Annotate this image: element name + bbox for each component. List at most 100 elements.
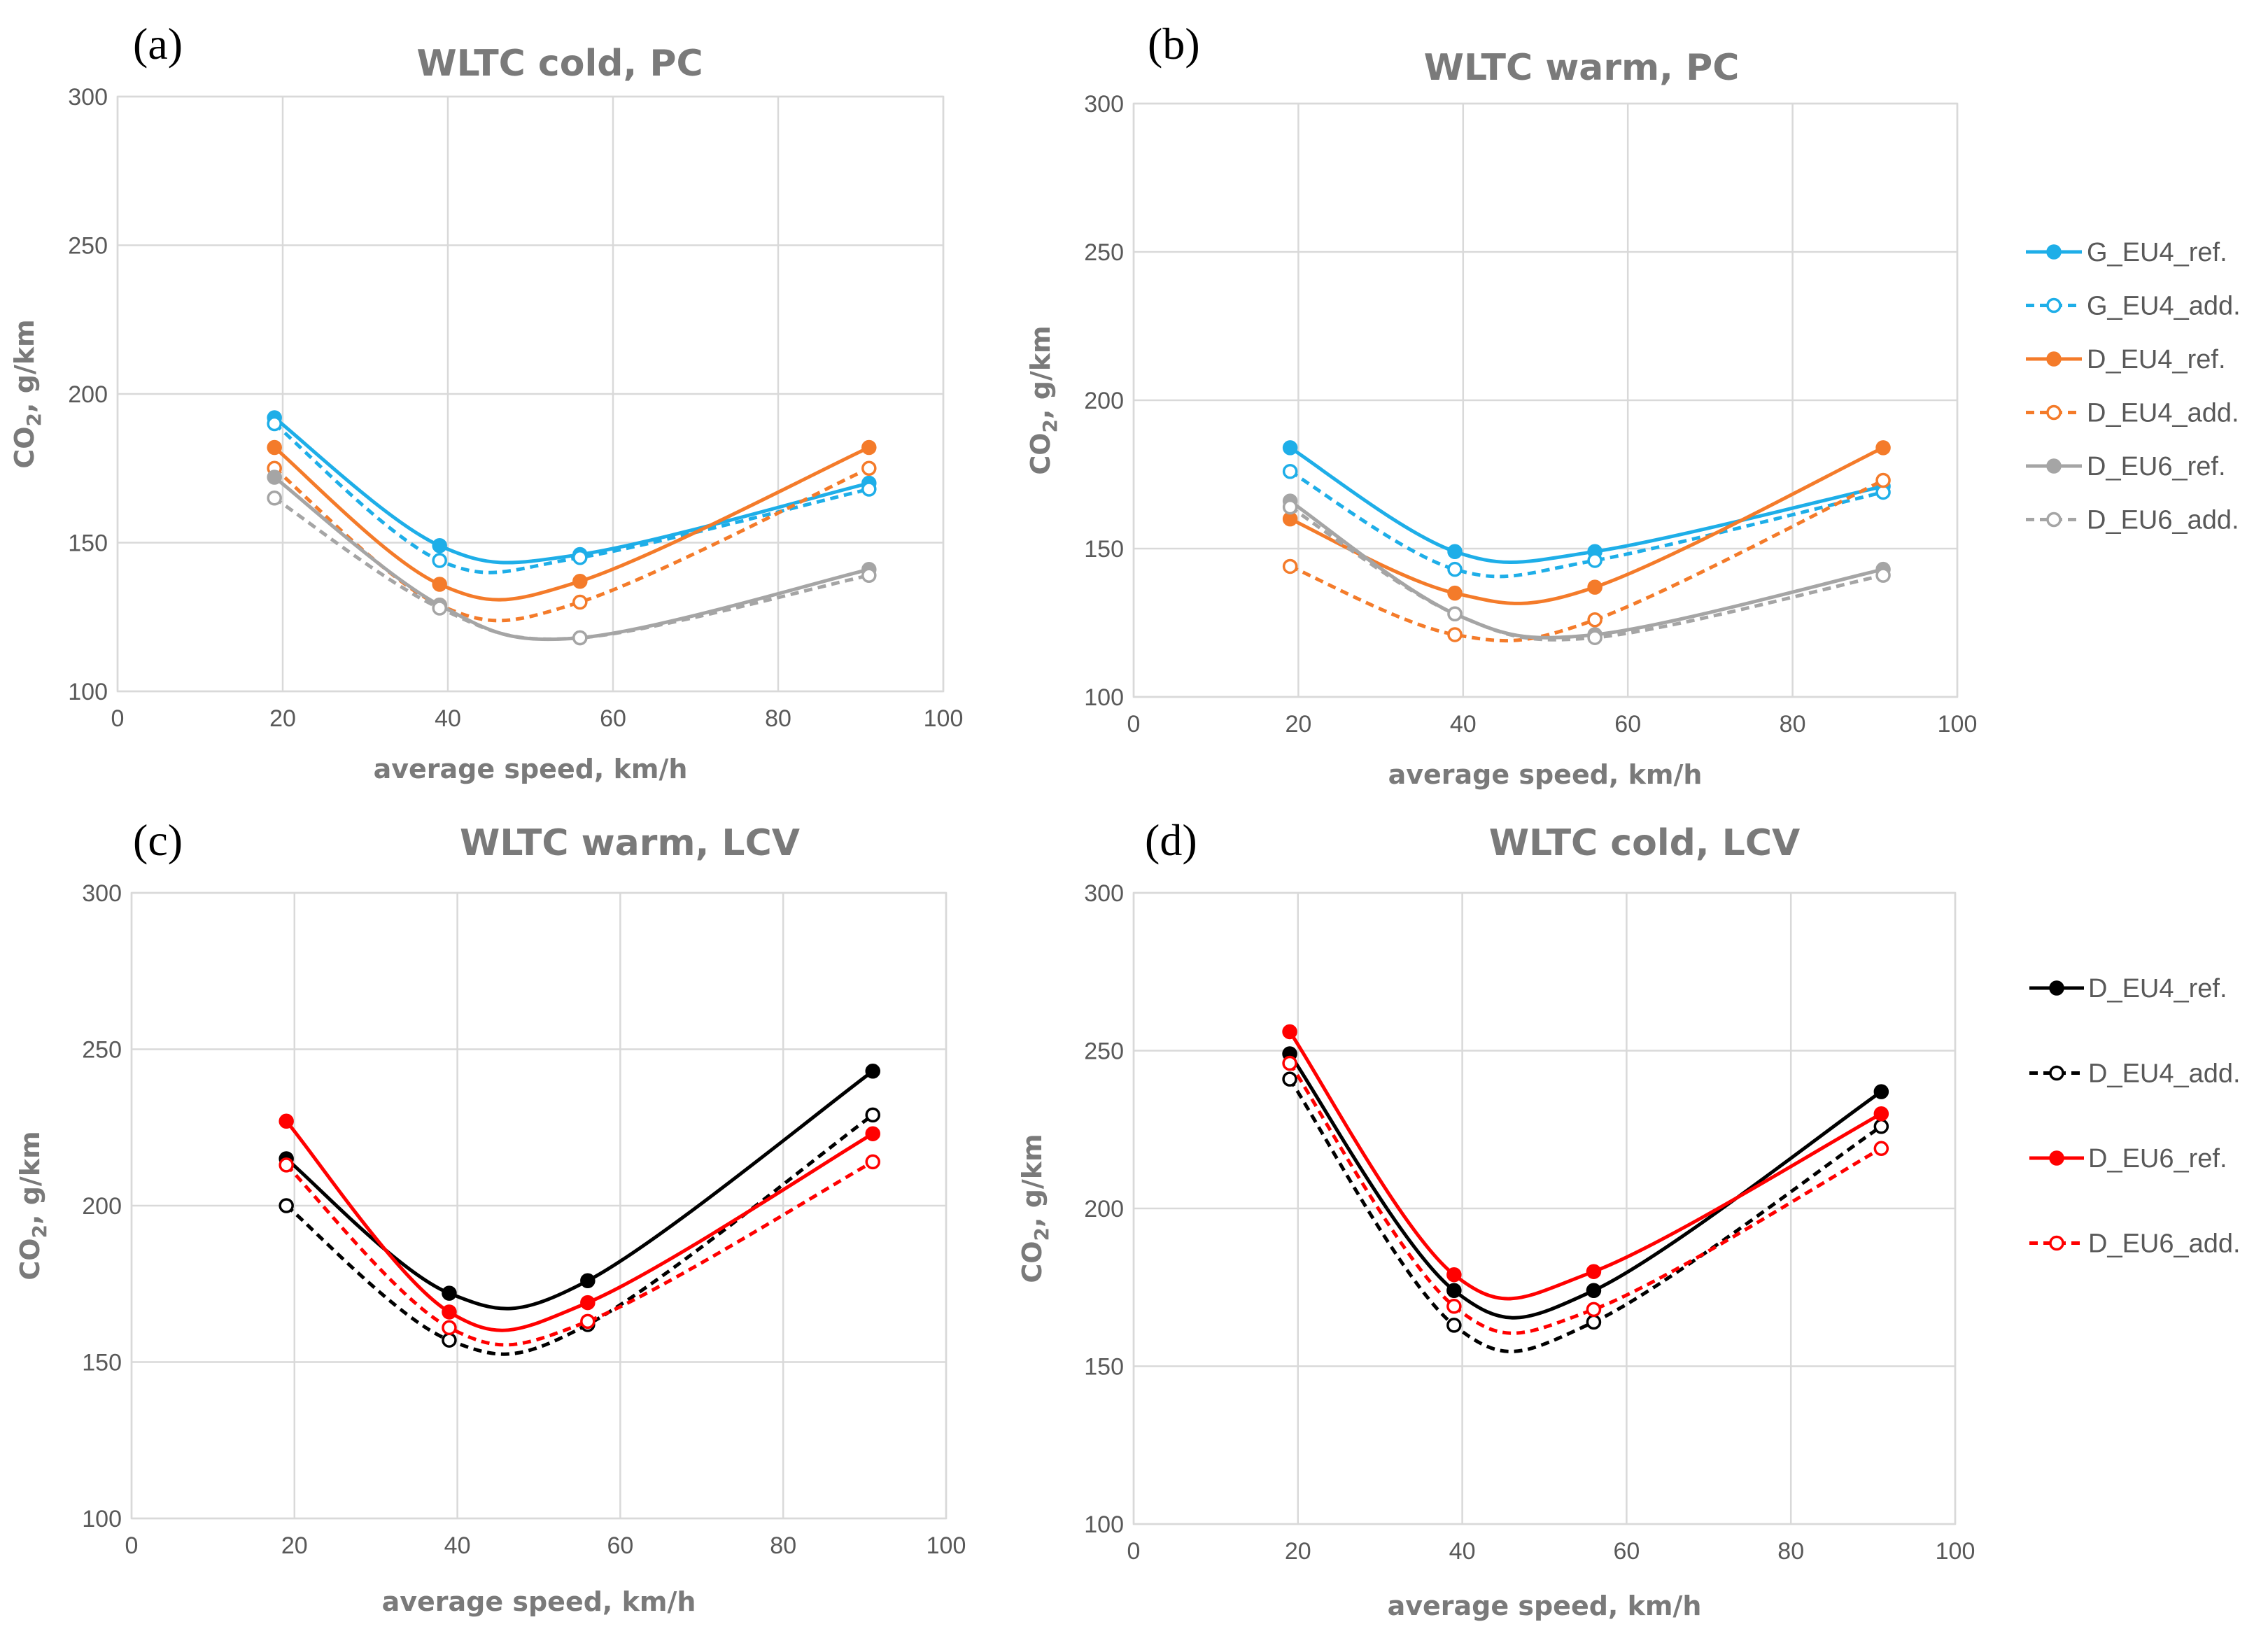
chart-2-series-g-eu4-add-line [1289,470,1884,579]
chart-1-series-d-eu4-ref-point-4 [861,439,877,456]
chart-2-panel-tag: (b) [1148,19,1200,69]
chart-4-series-d-eu6-add-point-4 [1873,1141,1889,1157]
chart-2-series-d-eu6-add-point-4 [1875,567,1891,583]
chart-3-ytick-label: 200 [82,1193,122,1220]
chart-4-series-d-eu4-add-point-3 [1586,1314,1602,1330]
chart-4-ylabel: CO2, g/km [1017,1134,1053,1283]
chart-1-xtick-label: 40 [435,705,461,732]
chart-1-series-d-eu6-ref-line [273,476,870,642]
chart-2-series-d-eu4-ref-point-2 [1447,585,1463,601]
chart-3-series-d-eu6-add-point-1 [279,1157,294,1173]
chart-3-xtick-label: 60 [607,1532,633,1559]
chart-3-ylabel: CO2, g/km [15,1131,51,1280]
chart-2-xlabel: average speed, km/h [1388,759,1703,790]
chart-3-series-d-eu6-ref-point-3 [580,1295,596,1311]
legend-pc-item-2-marker [2046,297,2062,313]
chart-1-series-d-eu4-ref-point-3 [572,574,588,589]
chart-1-series-g-eu4-add-point-2 [432,553,447,568]
chart-4-xtick-label: 40 [1449,1538,1476,1565]
chart-1-xtick-label: 100 [924,705,964,732]
chart-3-ytick-label: 250 [82,1037,122,1064]
legend-lcv-item-2-label: D_EU4_add. [2088,1059,2241,1089]
chart-3-xtick-label: 80 [770,1532,796,1559]
chart-2-series-d-eu4-add-point-2 [1447,627,1463,642]
legend-pc-item-3-marker [2046,351,2062,367]
chart-1-series-g-eu4-ref-point-2 [432,538,447,553]
chart-1-series-g-eu4-add-point-1 [267,416,282,432]
chart-3-plot-frame [130,891,948,1520]
legend-pc-item-6-marker [2046,512,2062,528]
chart-4-plot-frame [1132,891,1957,1525]
chart-4-series-d-eu6-add-line [1288,1062,1882,1335]
chart-3-title: WLTC warm, LCV [460,822,800,864]
chart-2-series-d-eu4-ref-line [1289,446,1885,605]
chart-1-ytick-label: 150 [68,530,108,557]
chart-3-ytick-label: 100 [82,1506,122,1532]
chart-3-xtick-label: 0 [125,1532,139,1559]
chart-4-series-d-eu4-add-point-2 [1446,1318,1462,1333]
chart-3-series-d-eu6-ref-point-2 [442,1304,457,1320]
chart-2-ytick-label: 200 [1084,388,1124,414]
chart-3-xlabel: average speed, km/h [382,1586,696,1617]
chart-3-series-d-eu6-ref-point-1 [279,1113,294,1129]
chart-1-series-d-eu4-add-point-3 [572,594,588,610]
chart-2-title: WLTC warm, PC [1424,47,1740,89]
chart-1-panel-tag: (a) [133,19,183,69]
chart-1-series-g-eu4-ref-line [273,416,870,565]
chart-1-series-g-eu4-add-line [273,422,870,574]
chart-1-series-d-eu6-ref-point-1 [267,470,282,485]
chart-2-xtick-label: 20 [1285,711,1311,738]
chart-4-ytick-label: 300 [1084,880,1124,907]
chart-3-series-d-eu4-ref-line [285,1069,874,1311]
chart-4-ytick-label: 200 [1084,1196,1124,1222]
chart-2-xtick-label: 100 [1938,711,1978,738]
chart-3-panel-tag: (c) [133,815,183,865]
chart-2-xtick-label: 40 [1450,711,1477,738]
chart-3-series-d-eu6-ref-point-4 [865,1126,880,1141]
chart-4-ytick-label: 150 [1084,1354,1124,1381]
chart-2-series-d-eu6-add-point-1 [1282,499,1298,515]
chart-3-series-d-eu6-add-point-3 [580,1313,596,1330]
legend-lcv-item-1-marker [2049,980,2064,996]
legend-lcv: D_EU4_ref. D_EU4_add. D_EU6_ref. D_EU6_add. [2029,974,2241,1259]
legend-pc-item-3-label: D_EU4_ref. [2087,345,2226,374]
chart-2-series-d-eu4-add-point-1 [1282,558,1298,574]
chart-2-series-d-eu6-add-point-2 [1447,606,1463,622]
legend-lcv-item-2-marker [2049,1065,2064,1081]
chart-3-xtick-label: 20 [281,1532,308,1559]
legend-pc-item-6-label: D_EU6_add. [2087,506,2239,535]
legend-pc-item-2-label: G_EU4_add. [2087,292,2241,321]
chart-1-series-g-eu4-add-point-4 [861,481,877,497]
legend-pc-item-5-marker [2046,458,2062,474]
chart-2-series-d-eu6-add-line [1289,505,1884,642]
chart-2-series-g-eu4-add-point-3 [1587,553,1603,568]
chart-3-xtick-label: 40 [444,1532,471,1559]
chart-2-ytick-label: 100 [1084,684,1124,711]
legend-pc-item-5-label: D_EU6_ref. [2087,452,2226,481]
chart-3-series-d-eu4-add-point-2 [442,1332,457,1348]
chart-3-ytick-label: 300 [82,880,122,907]
chart-1-series-d-eu6-add-point-4 [861,567,877,583]
chart-2-series-g-eu4-add-point-1 [1282,464,1298,479]
chart-3-xtick-label: 100 [927,1532,966,1559]
chart-1-series-d-eu4-ref-point-1 [267,439,282,456]
chart-2-ytick-label: 250 [1084,239,1124,266]
chart-4-series-d-eu6-add-point-3 [1586,1302,1602,1318]
legend-pc: G_EU4_ref. G_EU4_add. D_EU4_ref. D_EU4_add.… [2026,238,2241,535]
chart-1-xtick-label: 60 [600,705,626,732]
chart-2-series-g-eu4-ref-line [1289,446,1884,565]
legend-lcv-item-1-label: D_EU4_ref. [2088,974,2227,1003]
chart-4-series-d-eu4-ref-point-4 [1873,1084,1889,1099]
chart-4-series-d-eu4-add-point-4 [1873,1118,1889,1134]
chart-1-title: WLTC cold, PC [416,43,703,85]
chart-2-series-d-eu6-add-point-3 [1587,630,1603,645]
chart-4-series-d-eu6-ref-point-3 [1586,1264,1602,1279]
chart-4-panel-tag: (d) [1145,815,1197,865]
chart-1-series-d-eu4-add-point-4 [861,460,877,476]
chart-4-series-d-eu4-add-line [1288,1078,1882,1353]
chart-1-xlabel: average speed, km/h [374,754,688,784]
chart-3-series-d-eu4-ref-point-4 [865,1064,880,1079]
chart-1-series-d-eu6-add-point-1 [267,491,282,506]
chart-1-group: 100 150 200 250 300 0 20 40 60 80 100 (a) WLTC cold,… [9,19,963,784]
chart-3-series-d-eu4-add-point-4 [865,1107,880,1123]
